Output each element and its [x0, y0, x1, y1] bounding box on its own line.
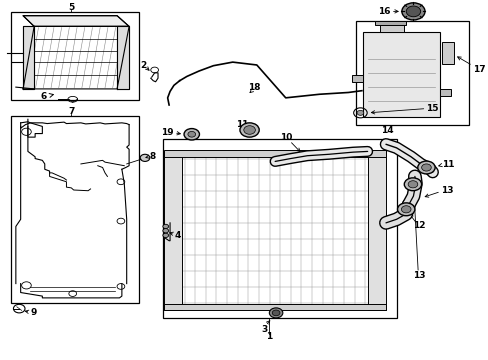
Bar [379, 24, 403, 32]
Circle shape [401, 206, 410, 213]
Bar [439, 89, 449, 96]
Bar [163, 304, 385, 310]
Bar [362, 32, 439, 117]
Text: 15: 15 [426, 104, 438, 113]
Text: 9: 9 [30, 309, 37, 318]
Bar [367, 152, 385, 310]
Bar [355, 21, 468, 125]
Text: 12: 12 [413, 221, 425, 230]
Circle shape [140, 154, 149, 161]
Text: 13: 13 [440, 186, 452, 195]
Circle shape [397, 203, 414, 216]
Text: 2: 2 [140, 61, 146, 70]
Text: 19: 19 [161, 129, 174, 138]
Polygon shape [117, 26, 129, 89]
Text: 6: 6 [41, 92, 53, 101]
Text: 5: 5 [68, 3, 74, 12]
Bar [442, 42, 453, 64]
Circle shape [183, 129, 199, 140]
Circle shape [244, 126, 255, 134]
Bar [163, 152, 182, 310]
Bar [374, 21, 406, 25]
Polygon shape [23, 16, 129, 26]
Bar [163, 139, 396, 318]
Circle shape [163, 224, 168, 229]
Circle shape [272, 310, 279, 316]
Polygon shape [23, 26, 34, 89]
Text: 14: 14 [380, 126, 392, 135]
Circle shape [407, 181, 417, 188]
Circle shape [163, 229, 168, 233]
Text: 17: 17 [472, 66, 485, 75]
Circle shape [421, 164, 430, 171]
Circle shape [417, 161, 434, 174]
Text: 3: 3 [261, 325, 266, 334]
Circle shape [406, 6, 420, 17]
Circle shape [269, 308, 282, 318]
Circle shape [240, 123, 259, 137]
Text: 11: 11 [236, 120, 248, 129]
Text: 13: 13 [413, 271, 425, 280]
Bar [11, 116, 139, 303]
Bar [163, 150, 385, 157]
Circle shape [404, 178, 421, 191]
Text: 4: 4 [175, 231, 181, 240]
Circle shape [356, 111, 363, 115]
Text: 7: 7 [68, 107, 74, 116]
Text: 10: 10 [279, 133, 291, 142]
Circle shape [187, 131, 195, 137]
Circle shape [163, 233, 168, 238]
Circle shape [401, 3, 424, 20]
Text: 16: 16 [378, 7, 390, 16]
Text: 8: 8 [149, 152, 156, 161]
Text: 11: 11 [442, 161, 454, 170]
Bar [351, 75, 362, 82]
Bar [11, 12, 139, 100]
Text: 1: 1 [265, 332, 271, 341]
Text: 18: 18 [247, 83, 260, 92]
